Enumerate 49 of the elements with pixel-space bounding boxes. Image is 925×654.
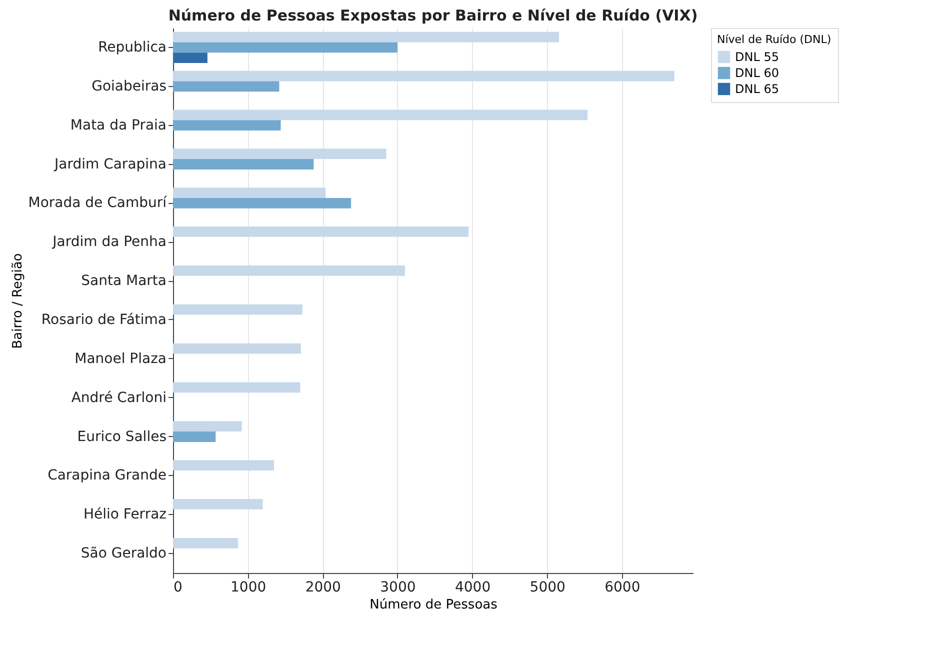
bar bbox=[173, 120, 281, 131]
y-tick-label: Morada de Camburí bbox=[28, 195, 168, 212]
bar bbox=[173, 304, 302, 315]
bar bbox=[173, 188, 326, 198]
x-tick-label: 4000 bbox=[454, 580, 491, 596]
y-tick-label: São Geraldo bbox=[80, 546, 166, 562]
x-tick-label: 3000 bbox=[380, 580, 416, 596]
y-axis-title: Bairro / Região bbox=[10, 253, 26, 349]
x-tick-label: 5000 bbox=[530, 580, 566, 596]
bar bbox=[173, 159, 314, 170]
y-tick-label: Jardim Carapina bbox=[54, 156, 166, 172]
legend-title: Nível de Ruído (DNL) bbox=[717, 33, 832, 46]
bar bbox=[173, 32, 560, 42]
bar bbox=[173, 432, 216, 442]
bar bbox=[173, 198, 352, 208]
y-tick-label: Eurico Salles bbox=[77, 428, 166, 445]
y-tick-label: Carapina Grande bbox=[48, 468, 166, 484]
chart-title: Número de Pessoas Expostas por Bairro e Nível de Ruído (VIX) bbox=[168, 6, 698, 24]
x-tick-label: 2000 bbox=[305, 580, 341, 596]
bar bbox=[173, 226, 469, 237]
y-tick-label: André Carloni bbox=[71, 390, 166, 406]
bar bbox=[173, 110, 588, 120]
bar bbox=[173, 42, 398, 53]
legend-label: DNL 60 bbox=[735, 66, 779, 80]
bar bbox=[173, 70, 674, 82]
y-tick-label: Mata da Praia bbox=[70, 117, 166, 134]
y-tick-label: Santa Marta bbox=[81, 273, 166, 290]
x-tick-label: 6000 bbox=[604, 580, 640, 596]
x-tick-label: 1000 bbox=[230, 580, 266, 596]
legend-label: DNL 65 bbox=[735, 82, 779, 96]
bar bbox=[173, 343, 301, 354]
bar bbox=[173, 148, 386, 160]
x-axis-title: Número de Pessoas bbox=[370, 598, 498, 612]
y-tick-label: Jardim da Penha bbox=[52, 234, 166, 250]
x-tick-label: 0 bbox=[174, 580, 182, 596]
bar bbox=[173, 499, 263, 510]
bar bbox=[173, 538, 238, 548]
y-tick-label: Republica bbox=[98, 39, 166, 56]
bar bbox=[173, 460, 274, 470]
y-tick-label: Manoel Plaza bbox=[74, 350, 166, 367]
y-tick-label: Goiabeiras bbox=[92, 78, 166, 94]
bar bbox=[173, 52, 208, 64]
y-tick-label: Rosario de Fátima bbox=[41, 312, 166, 328]
bar bbox=[173, 421, 242, 432]
bar bbox=[173, 382, 300, 393]
bar bbox=[173, 81, 280, 92]
y-tick-label: Hélio Ferraz bbox=[83, 506, 166, 523]
legend-label: DNL 55 bbox=[735, 50, 779, 64]
bar bbox=[173, 265, 405, 276]
